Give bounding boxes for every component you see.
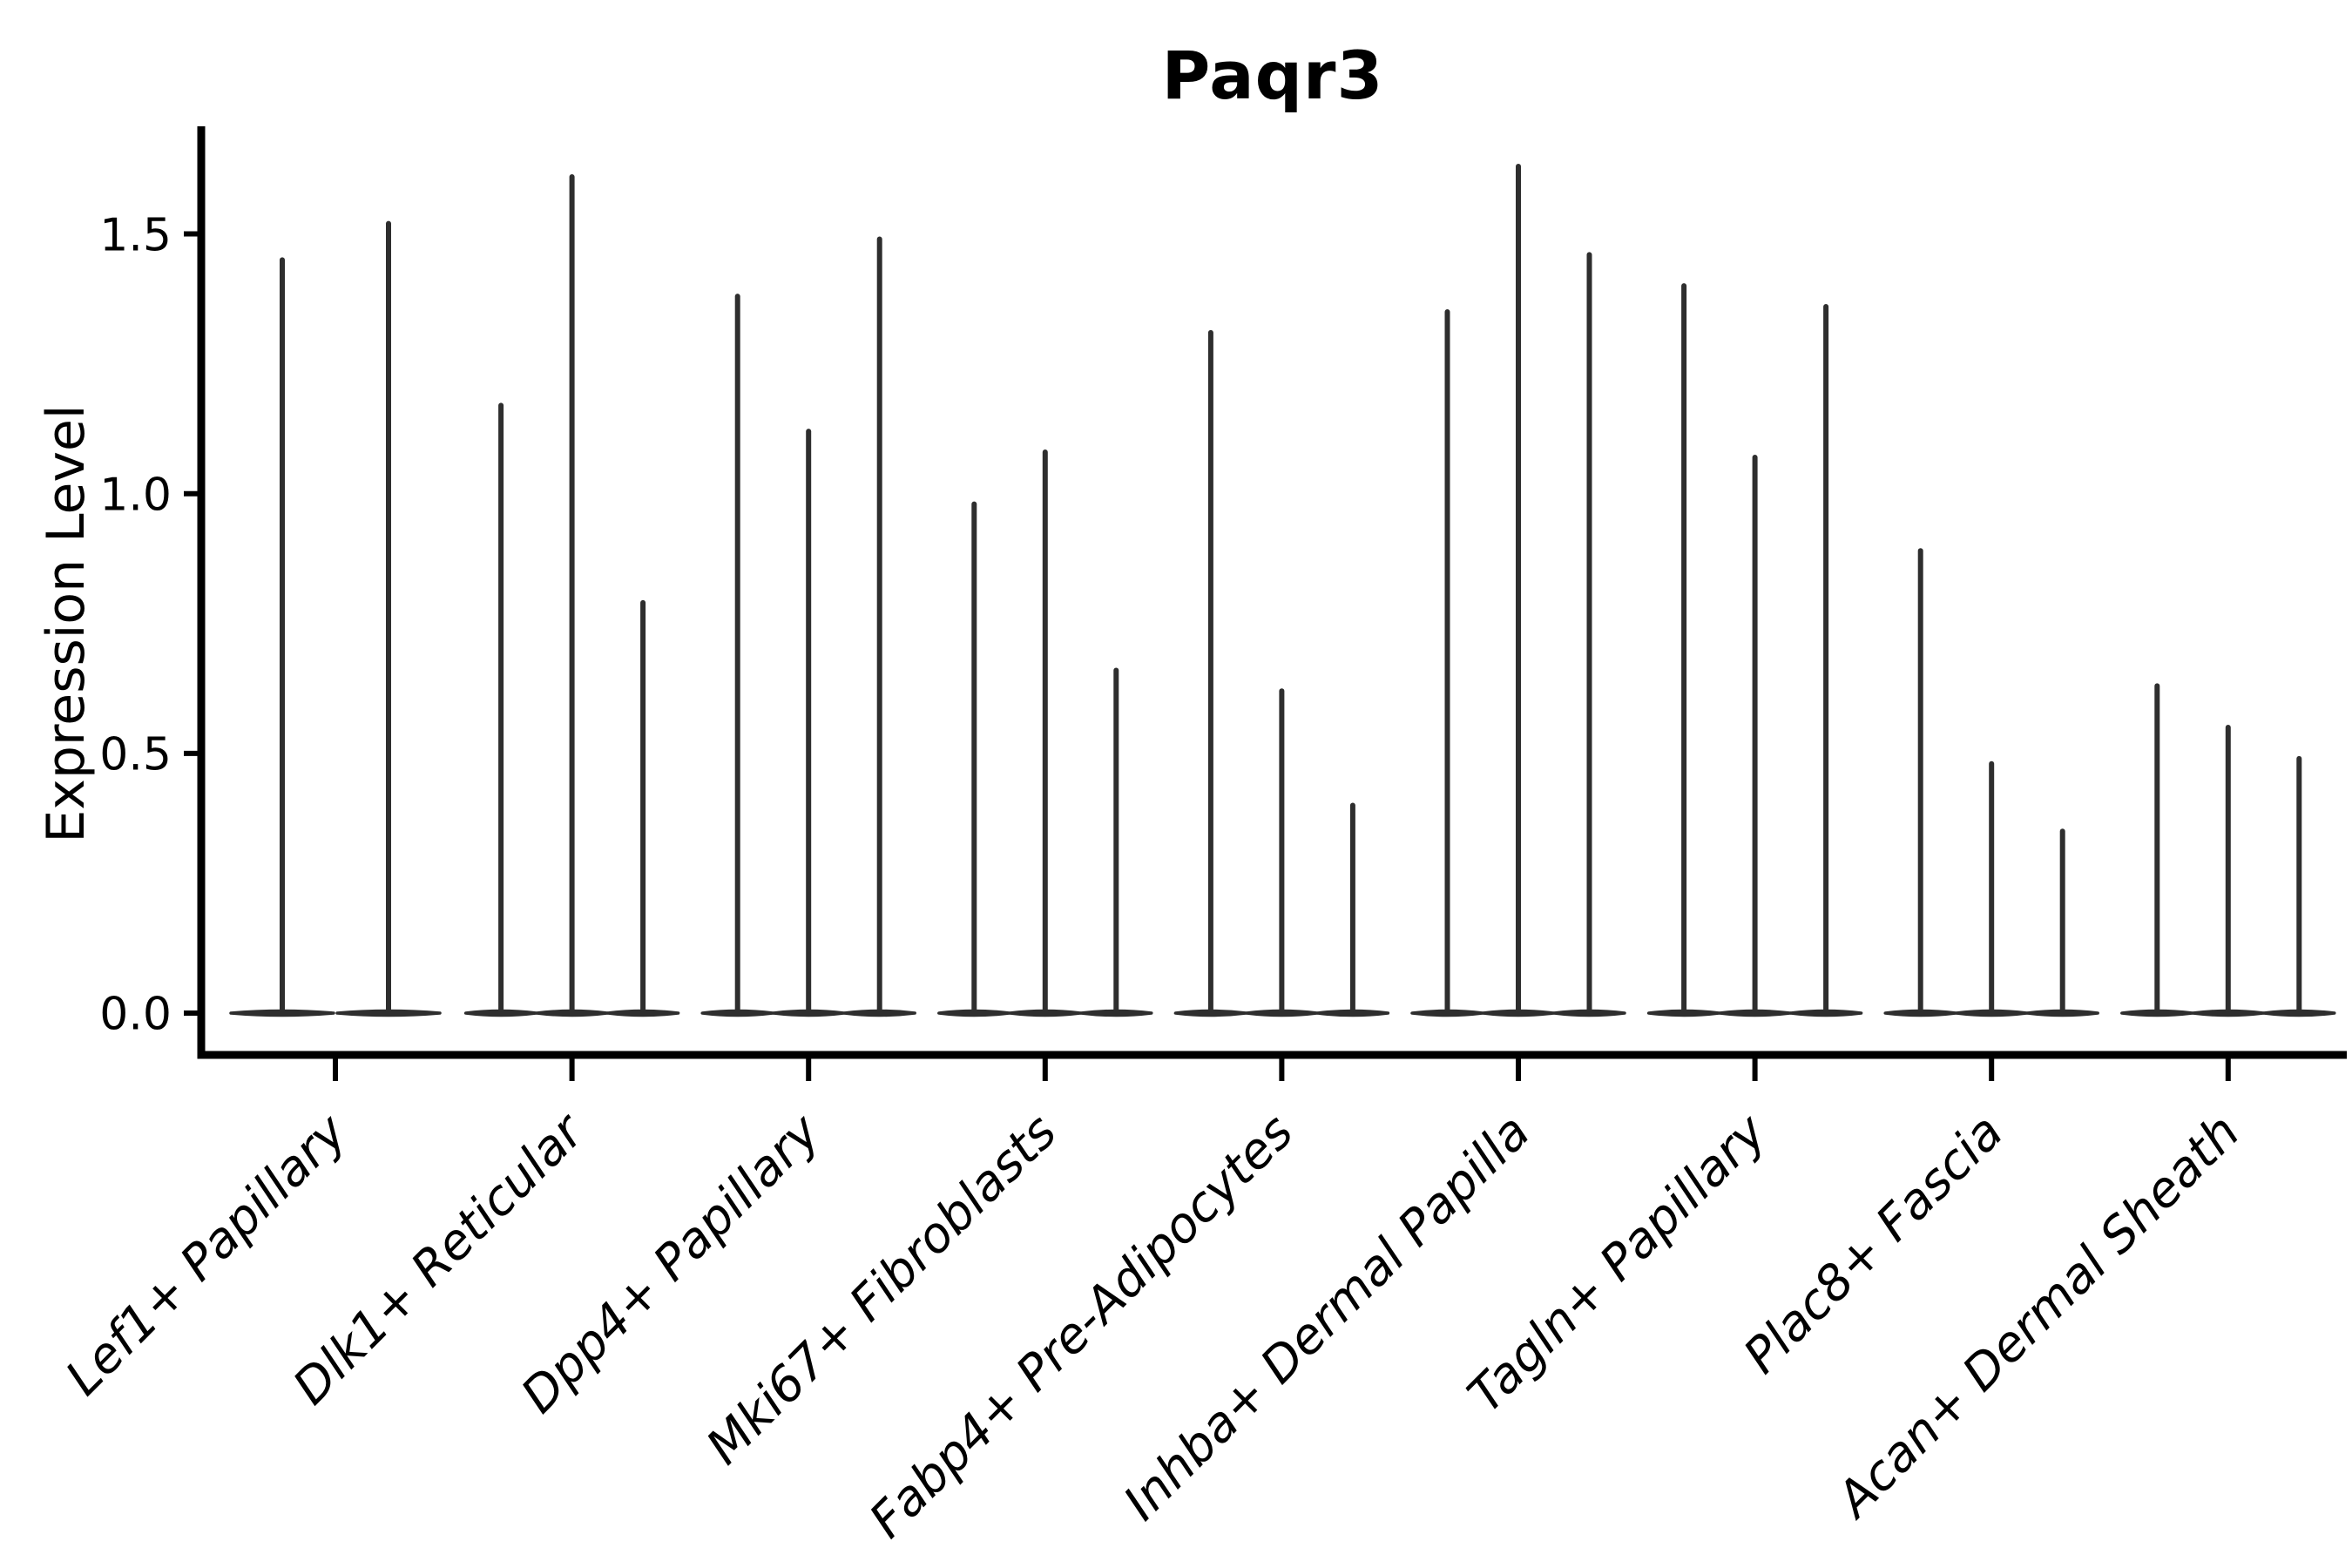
violin-body [229, 1009, 335, 1017]
y-axis-tick-label: 0.5 [99, 729, 172, 781]
violin-body [335, 1009, 442, 1017]
x-axis-label: Fabp4+ Pre-Adipocytes [859, 1104, 1304, 1549]
violin-body [700, 1009, 774, 1017]
violin-body [1079, 1009, 1153, 1017]
violin-body [1552, 1009, 1626, 1017]
chart-title: Paqr3 [1161, 37, 1384, 114]
violin-body [1718, 1009, 1792, 1017]
violin-body [605, 1009, 680, 1017]
violin-group [1173, 329, 1390, 1017]
violin-group [229, 220, 442, 1017]
x-axis-label: Inhba+ Dermal Papilla [1113, 1104, 1541, 1531]
x-axis-label: Acan+ Dermal Sheath [1825, 1104, 2251, 1530]
violin-body [1954, 1009, 2029, 1017]
violin-body [1245, 1009, 1319, 1017]
violin-body [2025, 1009, 2099, 1017]
y-axis-tick-label: 1.5 [99, 209, 172, 261]
violin-group [937, 449, 1153, 1017]
violin-body [1173, 1009, 1248, 1017]
violin-group [700, 236, 916, 1017]
violin-body [2191, 1009, 2266, 1017]
violin-group [1646, 283, 1863, 1017]
violin-body [937, 1009, 1011, 1017]
violin-body [2262, 1009, 2336, 1017]
y-axis-tick-label: 1.0 [99, 469, 172, 521]
violin-body [1315, 1009, 1390, 1017]
violin-body [1410, 1009, 1484, 1017]
violin-body [842, 1009, 916, 1017]
y-axis-title: Expression Level [36, 404, 97, 842]
y-axis-tick-label: 0.0 [99, 989, 172, 1041]
violin-body [535, 1009, 609, 1017]
violin-body [1646, 1009, 1721, 1017]
violin-body [1883, 1009, 1957, 1017]
violin-group [1883, 548, 2099, 1017]
violin-group [2120, 683, 2336, 1017]
violin-body [1481, 1009, 1556, 1017]
violin-body [1788, 1009, 1863, 1017]
violin-groups [229, 164, 2336, 1017]
violin-body [2120, 1009, 2194, 1017]
violin-body [771, 1009, 846, 1017]
violin-group [463, 173, 680, 1017]
violin-body [1008, 1009, 1083, 1017]
violin-group [1410, 164, 1626, 1017]
violin-body [463, 1009, 538, 1017]
